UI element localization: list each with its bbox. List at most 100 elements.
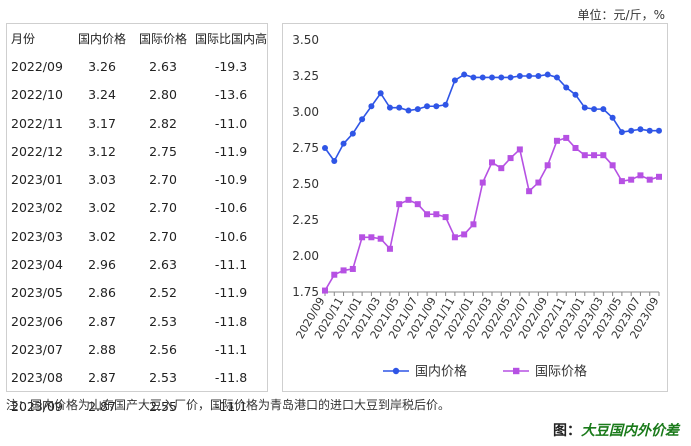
data-point	[637, 126, 644, 133]
cell-international: 2.53	[149, 313, 177, 329]
table-header-row: 月份 国内价格 国际价格 国际比国内高	[7, 24, 267, 52]
cell-month: 2023/03	[11, 228, 63, 244]
data-point	[461, 71, 468, 78]
cell-domestic: 3.17	[88, 115, 116, 131]
data-point	[359, 116, 366, 123]
table-row: 2022/10 3.24 2.80 -13.6	[7, 81, 267, 109]
data-point	[340, 267, 347, 274]
table-row: 2022/12 3.12 2.75 -11.9	[7, 137, 267, 165]
cell-international: 2.53	[149, 370, 177, 386]
cell-diff: -19.3	[214, 58, 248, 74]
data-point	[368, 103, 375, 110]
cell-diff: -11.0	[214, 115, 248, 131]
data-point	[322, 145, 328, 151]
y-tick-label: 2.75	[292, 141, 319, 155]
data-point	[498, 165, 505, 172]
data-point	[535, 179, 542, 186]
data-point	[507, 155, 514, 162]
cell-domestic: 2.87	[88, 313, 116, 329]
data-point	[553, 137, 560, 144]
cell-international: 2.56	[149, 341, 177, 357]
data-point	[377, 235, 384, 242]
cell-month: 2022/09	[11, 58, 63, 74]
data-point	[322, 287, 328, 294]
data-point	[526, 73, 533, 79]
y-tick-label: 2.00	[292, 249, 319, 263]
data-point	[359, 234, 366, 241]
cell-diff: -11.9	[214, 143, 248, 159]
cell-diff: -11.1	[214, 257, 248, 273]
data-point	[368, 234, 375, 241]
data-point	[451, 77, 458, 84]
table-row: 2023/06 2.87 2.53 -11.8	[7, 307, 267, 335]
header-international: 国际价格	[138, 31, 187, 46]
data-point	[581, 152, 588, 159]
data-point	[600, 152, 607, 159]
data-point	[656, 173, 662, 180]
data-point	[461, 231, 468, 238]
legend-label: 国内价格	[415, 364, 467, 380]
data-point	[581, 104, 588, 111]
data-point	[489, 159, 495, 166]
data-point	[442, 214, 449, 221]
cell-month: 2023/04	[11, 257, 63, 273]
cell-domestic: 3.26	[88, 58, 116, 74]
cell-diff: -11.1	[214, 341, 248, 357]
unit-label: 单位：元/斤，%	[577, 8, 665, 22]
cell-international: 2.70	[149, 172, 177, 188]
data-point	[591, 106, 598, 113]
data-point	[489, 74, 495, 81]
data-point	[479, 179, 486, 186]
cell-domestic: 2.86	[88, 285, 116, 301]
data-point	[451, 234, 458, 241]
data-point	[646, 176, 653, 183]
data-point	[516, 146, 523, 153]
data-point	[572, 91, 579, 98]
figure-caption: 图：大豆国内外价差	[553, 420, 679, 440]
data-point	[405, 107, 412, 114]
chart-panel: 1.75 2.00 2.25 2.50 2.75 3.00 3.25 3.50 2020/09 2…	[282, 23, 668, 392]
cell-domestic: 2.88	[88, 341, 116, 357]
legend-marker	[513, 367, 520, 375]
cell-month: 2023/09	[11, 398, 63, 414]
table-row: 2022/09 3.26 2.63 -19.3	[7, 52, 267, 80]
caption-title: 大豆国内外价差	[581, 423, 679, 439]
data-point	[331, 157, 338, 164]
cell-month: 2022/11	[11, 115, 63, 131]
data-point	[424, 211, 431, 218]
data-point	[349, 265, 356, 272]
cell-international: 2.63	[149, 257, 177, 273]
cell-diff: -13.6	[214, 87, 248, 103]
data-point	[498, 74, 505, 81]
legend-label: 国际价格	[535, 364, 587, 380]
data-point	[386, 104, 393, 111]
header-domestic: 国内价格	[77, 31, 126, 46]
data-point	[516, 73, 523, 79]
data-point	[507, 74, 514, 81]
cell-diff: -10.6	[214, 200, 248, 216]
table-row: 2023/07 2.88 2.56 -11.1	[7, 335, 267, 363]
series-line-domestic	[324, 73, 659, 163]
data-point	[535, 73, 542, 79]
data-point	[405, 196, 412, 203]
data-point	[544, 162, 551, 169]
cell-month: 2023/08	[11, 370, 63, 386]
cell-month: 2023/07	[11, 341, 63, 357]
data-point	[442, 101, 449, 108]
data-point	[637, 172, 644, 179]
cell-domestic: 3.03	[88, 172, 116, 188]
data-point	[618, 129, 625, 136]
cell-domestic: 2.96	[88, 257, 116, 273]
cell-international: 2.52	[149, 285, 177, 301]
y-tick-label: 1.75	[292, 285, 319, 299]
data-point	[646, 127, 653, 134]
y-tick-label: 2.25	[292, 213, 319, 227]
y-tick-label: 3.25	[292, 69, 319, 83]
header-month: 月份	[11, 31, 36, 46]
cell-domestic: 3.24	[88, 87, 116, 103]
footnote: 注：国内价格为山东国产大豆入厂价，国际价格为青岛港口的进口大豆到岸税后价。	[6, 398, 451, 412]
cell-month: 2022/12	[11, 143, 63, 159]
cell-month: 2023/06	[11, 313, 63, 329]
cell-domestic: 2.87	[88, 370, 116, 386]
data-point	[414, 106, 421, 113]
